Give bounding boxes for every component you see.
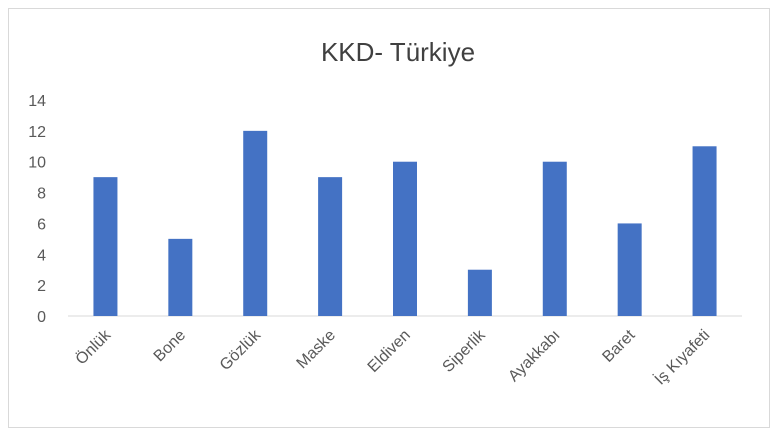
y-axis: 0 2 4 6 8 10 12 14	[28, 93, 46, 326]
bar	[318, 177, 343, 316]
y-tick-label: 14	[28, 93, 46, 110]
chart-frame	[8, 8, 770, 428]
y-tick-label: 0	[37, 309, 46, 326]
x-tick-label: İş Kıyafeti	[650, 325, 713, 388]
x-tick-label: Siperlik	[440, 326, 490, 376]
bar	[617, 223, 642, 316]
chart-title: KKD- Türkiye	[321, 37, 475, 67]
y-tick-label: 6	[37, 216, 46, 233]
y-tick-label: 2	[37, 278, 46, 295]
bar	[168, 238, 193, 316]
bar	[243, 130, 268, 316]
bar	[393, 161, 417, 316]
bars	[93, 130, 717, 316]
x-tick-label: Maske	[294, 327, 339, 372]
bar	[692, 146, 717, 316]
y-tick-label: 10	[28, 155, 46, 172]
x-tick-label: Ayakkabı	[505, 327, 563, 385]
bar	[467, 269, 492, 316]
bar	[93, 177, 118, 316]
x-tick-label: Gözlük	[217, 326, 265, 374]
x-tick-label: Eldiven	[365, 327, 414, 376]
y-tick-label: 8	[37, 186, 46, 203]
y-tick-label: 12	[28, 124, 46, 141]
x-axis: Önlük Bone Gözlük Maske Eldiven Siperlik Ayakk…	[72, 325, 713, 388]
x-tick-label: Önlük	[72, 325, 115, 368]
y-tick-label: 4	[37, 247, 46, 264]
x-tick-label: Baret	[599, 326, 638, 365]
bar	[542, 161, 567, 316]
x-tick-label: Bone	[151, 327, 190, 366]
